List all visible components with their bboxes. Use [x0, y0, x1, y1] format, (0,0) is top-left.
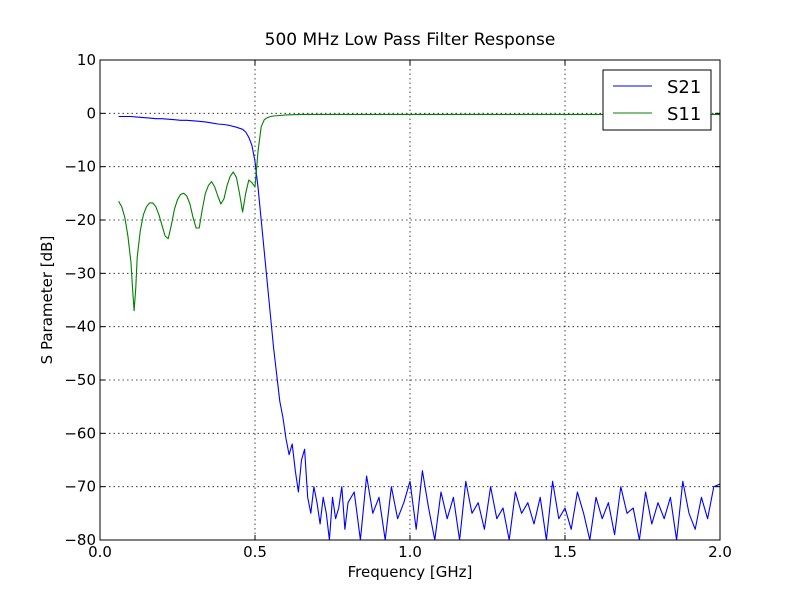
y-tick-label: −30: [64, 264, 96, 282]
y-tick-label: −50: [64, 371, 96, 389]
y-tick-label: 10: [77, 51, 96, 69]
x-tick-label: 1.0: [398, 543, 422, 561]
y-axis-label: S Parameter [dB]: [38, 236, 56, 365]
x-axis-label: Frequency [GHz]: [348, 563, 473, 581]
series-line-s21: [118, 115, 720, 540]
y-tick-label: −10: [64, 158, 96, 176]
x-tick-label: 2.0: [708, 543, 732, 561]
x-tick-labels: 0.0 0.5 1.0 1.5 2.0: [88, 543, 732, 561]
ticks: [99, 59, 721, 541]
x-tick-label: 0.0: [88, 543, 112, 561]
series-line-s11: [118, 113, 720, 312]
y-tick-label: −70: [64, 478, 96, 496]
y-tick-labels: 10 0 −10 −20 −30 −40 −50 −60 −70 −80: [64, 51, 96, 549]
y-tick-label: −20: [64, 211, 96, 229]
y-tick-label: −40: [64, 318, 96, 336]
x-tick-label: 0.5: [243, 543, 267, 561]
chart-title: 500 MHz Low Pass Filter Response: [265, 30, 556, 50]
legend-box: [602, 69, 712, 131]
y-tick-label: 0: [86, 104, 96, 122]
legend-label-s11: S11: [667, 104, 701, 125]
series-group: [118, 113, 720, 540]
y-tick-label: −80: [64, 531, 96, 549]
y-tick-label: −60: [64, 424, 96, 442]
legend-label-s21: S21: [667, 77, 701, 98]
x-tick-label: 1.5: [553, 543, 577, 561]
